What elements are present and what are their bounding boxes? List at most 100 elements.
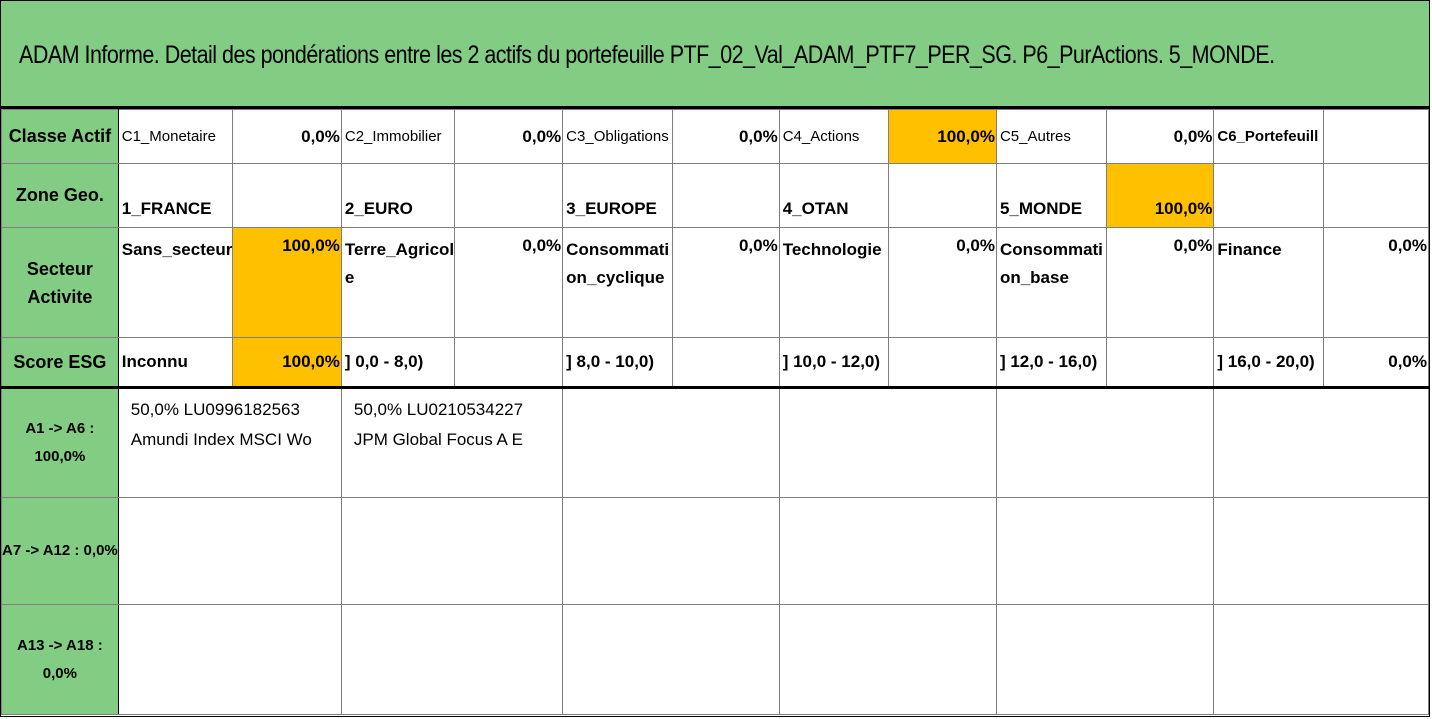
secteur-label-1[interactable]: Sans_secteur bbox=[117, 227, 234, 338]
asset-cell-3[interactable] bbox=[562, 386, 780, 498]
secteur-value-4[interactable]: 0,0% bbox=[888, 227, 997, 338]
asset-cell-8[interactable] bbox=[340, 497, 564, 605]
asset-cell-6[interactable] bbox=[1213, 386, 1429, 498]
zone-geo-value-1[interactable] bbox=[232, 163, 342, 228]
score-esg-label-5[interactable]: ] 12,0 - 16,0) bbox=[995, 337, 1107, 388]
secteur-header-line1: Secteur bbox=[26, 258, 93, 279]
asset-group-header-1: A1 -> A6 : 100,0% bbox=[1, 386, 119, 498]
report-title: ADAM Informe. Detail des pondérations en… bbox=[19, 41, 1275, 69]
asset-2-weight-isin: 50,0% LU0210534227 bbox=[353, 400, 524, 419]
score-esg-label-6[interactable]: ] 16,0 - 20,0) bbox=[1213, 337, 1325, 388]
classe-actif-row: Classe Actif C1_Monetaire 0,0% C2_Immobi… bbox=[1, 109, 1429, 164]
secteur-value-1[interactable]: 100,0% bbox=[232, 227, 342, 338]
zone-geo-value-5[interactable]: 100,0% bbox=[1105, 163, 1215, 228]
asset-group-header-2: A7 -> A12 : 0,0% bbox=[1, 497, 119, 605]
classe-actif-label-4[interactable]: C4_Actions bbox=[778, 109, 890, 164]
asset-group-header-1-line2: 100,0% bbox=[34, 448, 86, 465]
asset-cell-14[interactable] bbox=[340, 604, 564, 715]
score-esg-label-2[interactable]: ] 0,0 - 8,0) bbox=[340, 337, 456, 388]
asset-cell-16[interactable] bbox=[778, 604, 997, 715]
classe-actif-header: Classe Actif bbox=[1, 109, 119, 164]
asset-group-row-3: A13 -> A18 : 0,0% bbox=[1, 604, 1429, 715]
secteur-label-5-line2: on_base bbox=[999, 268, 1069, 287]
asset-cell-18[interactable] bbox=[1213, 604, 1429, 715]
classe-actif-label-2[interactable]: C2_Immobilier bbox=[340, 109, 456, 164]
asset-group-row-1: A1 -> A6 : 100,0% 50,0% LU0996182563 Amu… bbox=[1, 386, 1429, 498]
score-esg-header: Score ESG bbox=[1, 337, 119, 388]
classe-actif-value-6[interactable] bbox=[1323, 109, 1429, 164]
secteur-label-4[interactable]: Technologie bbox=[778, 227, 890, 338]
classe-actif-label-1[interactable]: C1_Monetaire bbox=[117, 109, 234, 164]
classe-actif-value-4[interactable]: 100,0% bbox=[888, 109, 997, 164]
zone-geo-row: Zone Geo. 1_FRANCE 2_EURO 3_EUROPE 4_OTA… bbox=[1, 163, 1429, 228]
secteur-value-5[interactable]: 0,0% bbox=[1105, 227, 1215, 338]
secteur-header: Secteur Activite bbox=[1, 227, 119, 338]
zone-geo-value-4[interactable] bbox=[888, 163, 997, 228]
asset-cell-12[interactable] bbox=[1213, 497, 1429, 605]
asset-cell-4[interactable] bbox=[778, 386, 997, 498]
zone-geo-label-2[interactable]: 2_EURO bbox=[340, 163, 456, 228]
asset-cell-13[interactable] bbox=[117, 604, 342, 715]
secteur-value-3[interactable]: 0,0% bbox=[672, 227, 780, 338]
classe-actif-label-3[interactable]: C3_Obligations bbox=[562, 109, 674, 164]
score-esg-row: Score ESG Inconnu 100,0% ] 0,0 - 8,0) ] … bbox=[1, 337, 1429, 388]
secteur-row: Secteur Activite Sans_secteur 100,0% Ter… bbox=[1, 227, 1429, 338]
classe-actif-value-1[interactable]: 0,0% bbox=[232, 109, 342, 164]
zone-geo-label-5[interactable]: 5_MONDE bbox=[995, 163, 1107, 228]
classe-actif-label-6[interactable]: C6_Portefeuill bbox=[1213, 109, 1325, 164]
score-esg-value-6[interactable]: 0,0% bbox=[1323, 337, 1429, 388]
zone-geo-label-4[interactable]: 4_OTAN bbox=[778, 163, 890, 228]
secteur-label-1-line1: Sans_secteur bbox=[121, 240, 233, 259]
zone-geo-label-3[interactable]: 3_EUROPE bbox=[562, 163, 674, 228]
secteur-value-6[interactable]: 0,0% bbox=[1323, 227, 1429, 338]
zone-geo-label-1[interactable]: 1_FRANCE bbox=[117, 163, 234, 228]
secteur-label-5[interactable]: Consommati on_base bbox=[995, 227, 1107, 338]
asset-group-header-3-line1: A13 -> A18 : bbox=[17, 636, 103, 654]
secteur-header-line2: Activite bbox=[27, 286, 93, 307]
asset-cell-9[interactable] bbox=[562, 497, 780, 605]
zone-geo-value-6[interactable] bbox=[1323, 163, 1429, 228]
score-esg-label-3[interactable]: ] 8,0 - 10,0) bbox=[562, 337, 674, 388]
asset-2-name: JPM Global Focus A E bbox=[353, 430, 523, 449]
secteur-label-2[interactable]: Terre_Agricol e bbox=[340, 227, 456, 338]
classe-actif-value-2[interactable]: 0,0% bbox=[454, 109, 564, 164]
secteur-label-3-line2: on_cyclique bbox=[566, 268, 665, 287]
score-esg-value-1[interactable]: 100,0% bbox=[232, 337, 342, 388]
score-esg-value-4[interactable] bbox=[888, 337, 997, 388]
secteur-label-2-line1: Terre_Agricol bbox=[344, 240, 455, 259]
asset-cell-2[interactable]: 50,0% LU0210534227 JPM Global Focus A E bbox=[340, 386, 564, 498]
secteur-label-4-line1: Technologie bbox=[782, 240, 882, 259]
zone-geo-value-2[interactable] bbox=[454, 163, 564, 228]
asset-cell-5[interactable] bbox=[995, 386, 1215, 498]
zone-geo-label-6[interactable] bbox=[1213, 163, 1325, 228]
score-esg-value-2[interactable] bbox=[454, 337, 564, 388]
secteur-label-5-line1: Consommati bbox=[999, 240, 1103, 259]
title-bar: ADAM Informe. Detail des pondérations en… bbox=[1, 1, 1429, 109]
asset-cell-10[interactable] bbox=[778, 497, 997, 605]
asset-group-header-2-line1: A7 -> A12 : 0,0% bbox=[2, 542, 118, 559]
secteur-label-6-line1: Finance bbox=[1217, 240, 1282, 259]
classe-actif-value-5[interactable]: 0,0% bbox=[1105, 109, 1215, 164]
classe-actif-label-5[interactable]: C5_Autres bbox=[995, 109, 1107, 164]
score-esg-value-5[interactable] bbox=[1105, 337, 1215, 388]
score-esg-value-3[interactable] bbox=[672, 337, 780, 388]
weights-grid: Classe Actif C1_Monetaire 0,0% C2_Immobi… bbox=[1, 109, 1429, 715]
asset-cell-11[interactable] bbox=[995, 497, 1215, 605]
secteur-label-6[interactable]: Finance bbox=[1213, 227, 1325, 338]
asset-cell-17[interactable] bbox=[995, 604, 1215, 715]
score-esg-label-4[interactable]: ] 10,0 - 12,0) bbox=[778, 337, 890, 388]
asset-group-header-1-line1: A1 -> A6 : bbox=[25, 420, 95, 437]
zone-geo-header: Zone Geo. bbox=[1, 163, 119, 228]
score-esg-label-1[interactable]: Inconnu bbox=[117, 337, 234, 388]
secteur-label-2-line2: e bbox=[344, 268, 355, 287]
secteur-value-2[interactable]: 0,0% bbox=[454, 227, 564, 338]
asset-cell-15[interactable] bbox=[562, 604, 780, 715]
secteur-label-3[interactable]: Consommati on_cyclique bbox=[562, 227, 674, 338]
asset-cell-1[interactable]: 50,0% LU0996182563 Amundi Index MSCI Wo bbox=[117, 386, 342, 498]
zone-geo-value-3[interactable] bbox=[672, 163, 780, 228]
asset-cell-7[interactable] bbox=[117, 497, 342, 605]
asset-group-header-3: A13 -> A18 : 0,0% bbox=[1, 604, 119, 715]
asset-1-weight-isin: 50,0% LU0996182563 bbox=[130, 400, 300, 419]
classe-actif-value-3[interactable]: 0,0% bbox=[672, 109, 780, 164]
